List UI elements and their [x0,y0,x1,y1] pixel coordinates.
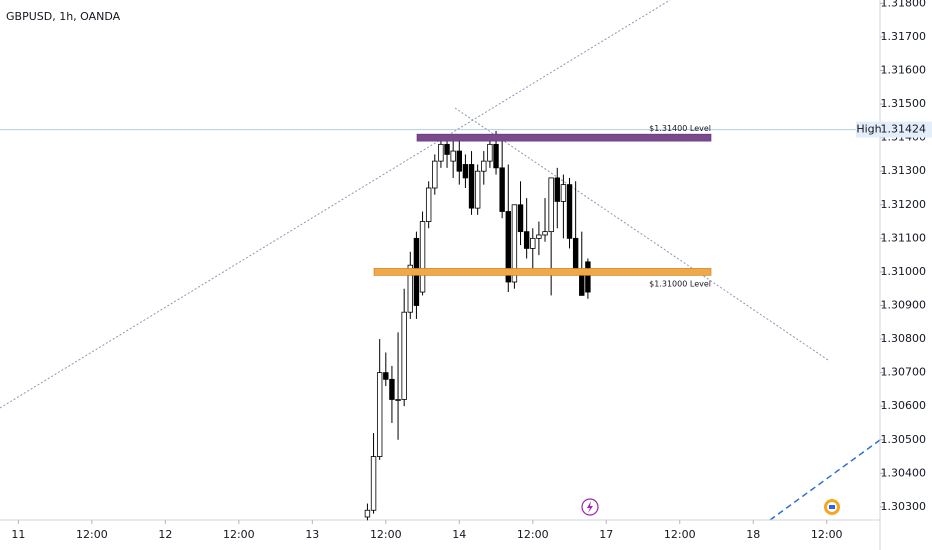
high-name-box [856,121,882,138]
x-tick-label: 12:00 [811,528,843,541]
y-tick-label: 1.30400 [881,466,927,479]
candle-body [425,187,432,222]
y-tick-label: 1.31700 [881,30,927,43]
candle-body [505,211,511,283]
level-label: $1.31000 Level [649,279,711,288]
candle-body [438,143,444,162]
candle-body [432,160,438,189]
candle-body [566,184,573,239]
candle-body [376,372,383,457]
level-band [416,133,712,142]
y-tick-label: 1.31200 [881,198,927,211]
candle-body [419,221,426,293]
y-tick-label: 1.30900 [881,298,927,311]
candle-body [560,184,567,202]
y-tick-label: 1.30800 [881,332,927,345]
level-label: $1.31400 Level [649,124,711,133]
lightning-icon [581,498,599,516]
candle-body [572,237,579,273]
candle-body [536,234,542,239]
x-tick-label: 12:00 [223,528,255,541]
candle-body [462,164,469,179]
trend-line [454,107,829,361]
y-tick-label: 1.31000 [881,265,927,278]
y-tick-label: 1.31100 [881,231,927,244]
candle-body [395,399,401,401]
candle-body [548,177,554,233]
y-tick-label: 1.31800 [881,0,927,9]
y-tick-label: 1.30700 [881,366,927,379]
x-tick-label: 12 [158,528,172,541]
trend-line [0,0,671,409]
candle-body [401,311,407,400]
high-name: High [856,123,881,136]
candle-body [523,231,530,249]
candle-body [493,143,499,169]
plot [364,130,591,521]
x-tick-label: 11 [11,528,25,541]
x-tick-label: 12:00 [517,528,549,541]
candle-body [383,372,389,380]
x-tick-label: 12:00 [76,528,108,541]
x-tick-label: 14 [452,528,466,541]
y-tick-label: 1.30300 [881,500,927,513]
trend-line [769,439,881,521]
y-tick-label: 1.31600 [881,63,927,76]
level-band [373,268,712,276]
y-tick-label: 1.30600 [881,399,927,412]
candle-body [444,143,450,155]
candle-body [468,164,475,209]
y-tick-label: 1.31300 [881,164,927,177]
x-tick-label: 17 [599,528,613,541]
x-tick-label: 12:00 [664,528,696,541]
y-tick-label: 1.30500 [881,433,927,446]
candle-body [554,177,560,202]
x-tick-label: 13 [305,528,319,541]
candle-body [364,509,371,518]
candle-body [407,264,413,313]
candle-body [585,261,591,293]
y-tick-label: 1.31500 [881,97,927,110]
high-value-label: 1.31424 [881,123,927,136]
candle-body [511,204,518,283]
candle-body [389,378,395,400]
x-tick-label: 18 [746,528,760,541]
earnings-icon [824,499,840,515]
candle-body [481,160,487,172]
high-value-box [882,121,932,138]
candle-body [450,150,456,162]
candle-body [530,237,536,249]
x-tick-label: 12:00 [370,528,402,541]
candle-body [517,204,524,233]
candle-body [456,150,462,172]
candle-body [370,456,377,511]
candle-body [487,143,493,162]
candle-body [542,231,548,236]
chart-title: GBPUSD, 1h, OANDA [6,10,121,23]
candle-body [499,167,505,212]
candle-body [474,170,481,209]
